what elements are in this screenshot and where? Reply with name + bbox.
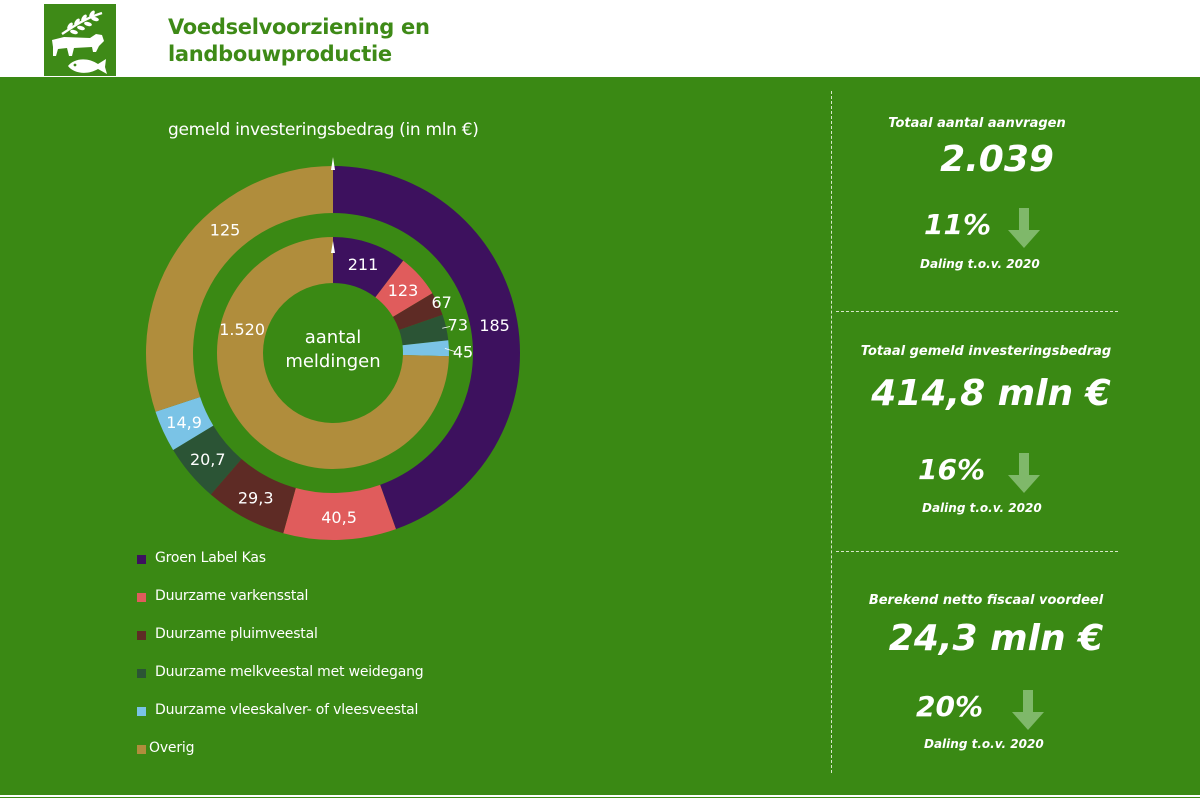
donut-inner-slice-5 (216, 237, 449, 470)
stats-divider-1 (836, 311, 1118, 312)
donut-center-label-line1: aantal (305, 327, 362, 348)
stat-value-investment: 414,8 mln € (871, 373, 1111, 414)
donut-outer-slice-5 (145, 166, 333, 412)
donut-outer-label-0: 185 (479, 316, 510, 335)
legend-label: Duurzame pluimveestal (155, 626, 318, 642)
arrow-down-icon (1008, 453, 1040, 493)
stats-divider-2 (836, 551, 1118, 552)
donut-outer-slice-1 (283, 484, 396, 540)
donut-outer-label-1: 40,5 (321, 508, 357, 527)
stat-percent-investment: 16% (918, 453, 986, 486)
stat-label-tax-benefit: Berekend netto fiscaal voordeel (868, 593, 1104, 608)
legend-label: Duurzame varkensstal (155, 588, 309, 604)
donut-inner-slice-3 (399, 314, 449, 346)
donut-inner-slice-2 (392, 293, 443, 330)
stat-value-tax-benefit: 24,3 mln € (888, 618, 1104, 659)
donut-inner-label-5: 1.520 (219, 320, 265, 339)
stat-percent-requests: 11% (924, 208, 992, 241)
donut-outer-slice-4 (155, 397, 214, 450)
legend-label: Duurzame melkveestal met weidegang (155, 664, 424, 680)
donut-outer-slice-3 (173, 425, 242, 495)
content-panel: gemeld investeringsbedrag (in mln €) 185… (0, 77, 1200, 795)
stat-label-requests: Totaal aantal aanvragen (888, 116, 1066, 131)
stat-label-investment: Totaal gemeld investeringsbedrag (860, 344, 1112, 359)
legend-swatch (137, 669, 146, 678)
outer-ring-start-marker (331, 157, 335, 170)
donut-outer-label-3: 20,7 (190, 450, 226, 469)
donut-inner-slice-0 (333, 237, 404, 298)
arrow-down-icon (1008, 208, 1040, 248)
donut-inner-slice-4 (402, 340, 449, 357)
header: Voedselvoorziening en landbouwproductie (0, 0, 1200, 76)
donut-inner-label-0: 211 (348, 255, 379, 274)
page-title: Voedselvoorziening en landbouwproductie (168, 14, 430, 68)
donut-inner-label-2: 67 (431, 293, 451, 312)
donut-outer-label-5: 125 (210, 221, 241, 240)
legend-swatch (137, 593, 146, 602)
donut-outer-slice-2 (210, 458, 296, 534)
legend-swatch (137, 555, 146, 564)
donut-inner-slice-1 (375, 260, 433, 317)
agriculture-livestock-fish-icon (44, 4, 116, 76)
donut-inner-label-1: 123 (388, 281, 419, 300)
donut-outer-label-4: 14,9 (166, 413, 202, 432)
donut-outer-slice-0 (333, 166, 520, 530)
legend-label: Duurzame vleeskalver- of vleesveestal (155, 702, 419, 718)
donut-inner-leader-3 (442, 326, 451, 329)
legend-label: Groen Label Kas (155, 550, 266, 566)
footer-line (0, 795, 1200, 800)
legend-label: Overig (149, 740, 195, 756)
vertical-divider (831, 91, 832, 773)
donut-inner-label-3: 73 (448, 316, 468, 335)
donut-center-label-line2: meldingen (285, 351, 380, 372)
donut-outer-label-2: 29,3 (238, 489, 274, 508)
page-title-line2: landbouwproductie (168, 42, 392, 66)
chart-title: gemeld investeringsbedrag (in mln €) (168, 120, 479, 140)
donut-inner-leader-4 (444, 348, 456, 353)
legend-swatch (137, 631, 146, 640)
arrow-down-icon (1012, 690, 1044, 730)
stat-note-tax-benefit: Daling t.o.v. 2020 (924, 737, 1044, 751)
legend-swatch (137, 745, 146, 754)
legend-swatch (137, 707, 146, 716)
donut-inner-label-4: 45 (453, 343, 473, 362)
page-title-line1: Voedselvoorziening en (168, 15, 430, 39)
stat-percent-tax-benefit: 20% (916, 690, 984, 723)
donut-chart: 185 40,5 29,3 20,7 14,9 125 211 123 67 73 45 1.520 a… (145, 157, 520, 540)
stat-note-investment: Daling t.o.v. 2020 (922, 501, 1042, 515)
stat-value-requests: 2.039 (940, 139, 1054, 180)
stat-note-requests: Daling t.o.v. 2020 (920, 257, 1040, 271)
inner-ring-start-marker (331, 241, 335, 253)
